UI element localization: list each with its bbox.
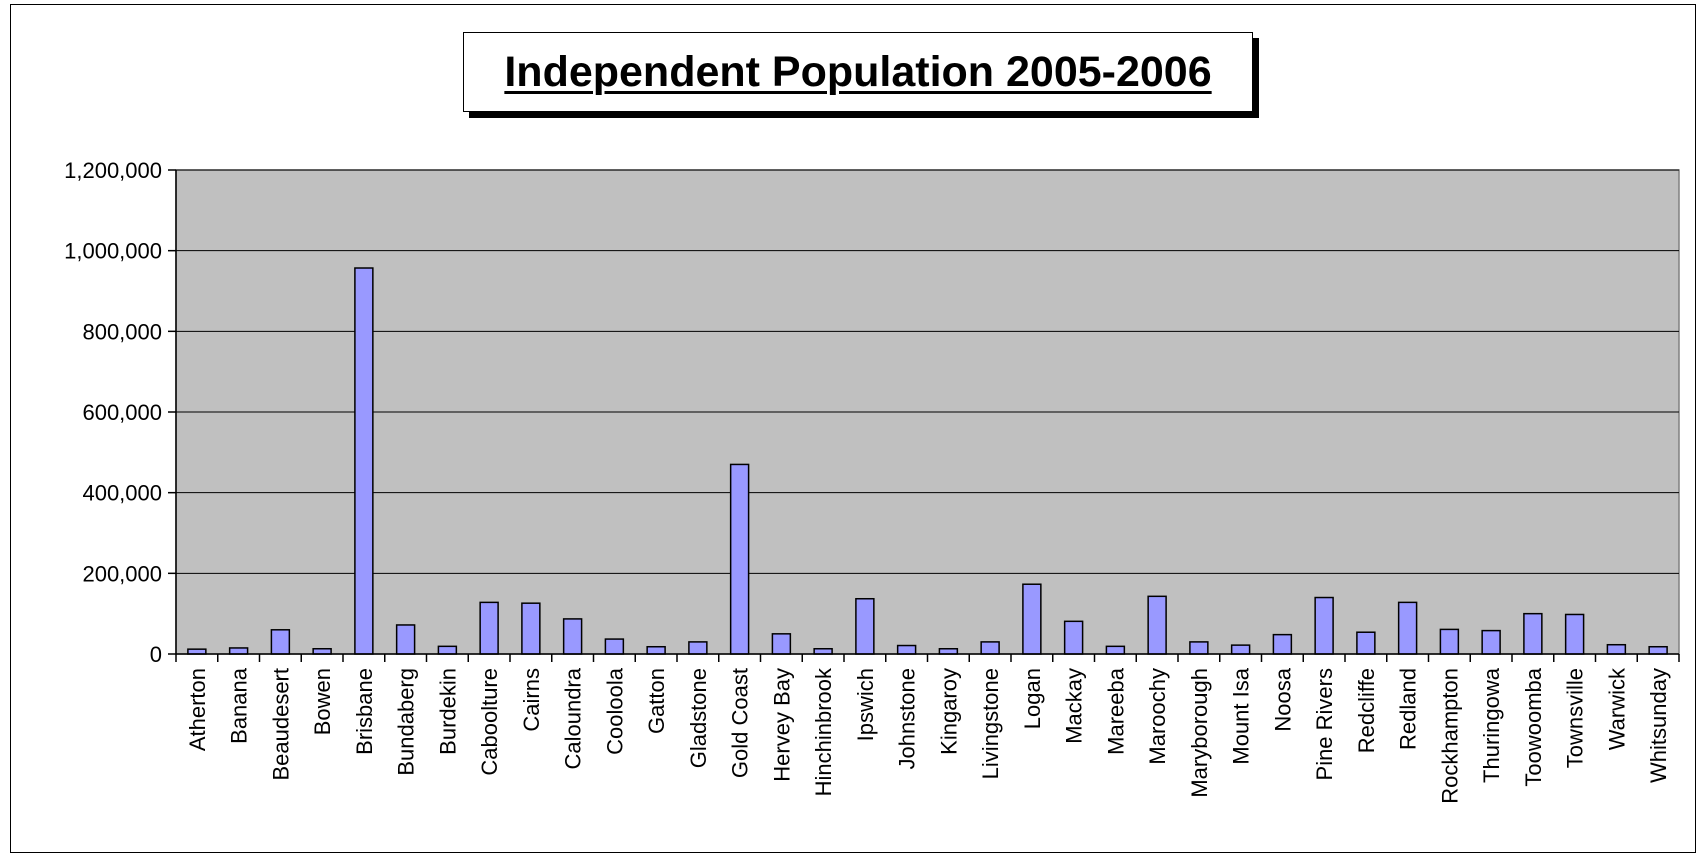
x-tick-label: Brisbane <box>352 668 377 755</box>
chart-title-box: Independent Population 2005-2006 <box>463 32 1253 112</box>
x-axis-ticks: Atherton Banana Beaudesert Bowen Brisbane Bun… <box>175 654 1680 804</box>
x-tick-label: Thuringowa <box>1479 667 1504 783</box>
bars <box>187 267 1668 655</box>
bar <box>688 641 708 655</box>
y-tick-label: 1,200,000 <box>64 158 162 183</box>
x-tick-label: Bundaberg <box>394 668 419 776</box>
x-tick-label: Livingstone <box>978 668 1003 779</box>
x-tick-label: Gladstone <box>686 668 711 768</box>
bar <box>1606 643 1627 655</box>
bar <box>1481 629 1501 655</box>
x-tick-label: Johnstone <box>895 668 920 770</box>
bar <box>1189 641 1209 655</box>
bar <box>1105 645 1126 655</box>
bar <box>437 645 458 655</box>
x-tick-label: Gold Coast <box>728 668 753 778</box>
bar <box>938 648 959 655</box>
bar <box>980 641 1000 655</box>
x-tick-label: Maryborough <box>1187 668 1212 798</box>
bar <box>562 618 583 655</box>
x-tick-label: Townsville <box>1563 668 1588 768</box>
x-tick-label: Caloundra <box>561 667 586 769</box>
x-tick-label: Caboolture <box>477 668 502 776</box>
x-tick-label: Whitsunday <box>1646 668 1671 783</box>
x-tick-label: Ipswich <box>853 668 878 741</box>
y-tick-label: 600,000 <box>82 400 162 425</box>
y-tick-label: 200,000 <box>82 561 162 586</box>
bar <box>228 647 249 655</box>
bar <box>354 267 374 655</box>
x-tick-label: Pine Rivers <box>1312 668 1337 780</box>
bar <box>1356 631 1376 655</box>
x-tick-label: Hervey Bay <box>769 668 794 782</box>
x-tick-label: Mareeba <box>1103 667 1128 755</box>
bar <box>1564 613 1585 655</box>
x-tick-label: Rockhampton <box>1437 668 1462 804</box>
gridlines <box>176 169 1679 574</box>
bar <box>729 463 750 655</box>
x-tick-label: Burdekin <box>435 668 460 755</box>
bar <box>813 648 833 655</box>
x-tick-label: Redcliffe <box>1354 668 1379 753</box>
bar <box>1063 620 1084 655</box>
bar <box>1147 595 1167 655</box>
bar <box>1397 601 1418 655</box>
bar <box>395 624 416 655</box>
bar <box>312 648 332 655</box>
x-tick-label: Noosa <box>1270 667 1295 731</box>
bar <box>604 638 625 655</box>
bar <box>521 602 541 655</box>
x-tick-label: Banana <box>227 667 252 744</box>
x-tick-label: Redland <box>1396 668 1421 750</box>
x-tick-label: Maroochy <box>1145 668 1170 765</box>
bar <box>270 629 291 655</box>
x-tick-label: Beaudesert <box>268 668 293 781</box>
x-tick-label: Toowoomba <box>1521 667 1546 786</box>
bar <box>855 597 875 655</box>
bar <box>771 633 792 655</box>
bar <box>1272 633 1293 655</box>
bar <box>1314 596 1334 655</box>
y-tick-label: 400,000 <box>82 481 162 506</box>
bar <box>646 645 666 655</box>
y-tick-label: 0 <box>150 642 162 667</box>
chart-title: Independent Population 2005-2006 <box>504 47 1212 96</box>
x-tick-label: Warwick <box>1604 667 1629 750</box>
x-tick-label: Hinchinbrook <box>811 667 836 796</box>
x-tick-label: Bowen <box>310 668 335 735</box>
bar <box>1439 628 1460 655</box>
bar <box>479 601 499 655</box>
x-tick-label: Mackay <box>1062 668 1087 744</box>
x-tick-label: Atherton <box>185 668 210 751</box>
x-tick-label: Gatton <box>644 668 669 734</box>
bar <box>896 644 917 655</box>
bar <box>1022 583 1042 655</box>
x-tick-label: Cooloola <box>602 667 627 755</box>
bar <box>1523 612 1543 655</box>
y-tick-label: 800,000 <box>82 319 162 344</box>
y-axis-ticks: 0 200,000 400,000 600,000 800,000 1,000,000 1,… <box>64 158 176 667</box>
x-tick-label: Logan <box>1020 668 1045 729</box>
bar <box>1230 644 1251 655</box>
x-tick-label: Mount Isa <box>1229 667 1254 764</box>
x-tick-label: Cairns <box>519 668 544 732</box>
y-tick-label: 1,000,000 <box>64 239 162 264</box>
x-tick-label: Kingaroy <box>936 668 961 755</box>
bar <box>1648 645 1668 655</box>
